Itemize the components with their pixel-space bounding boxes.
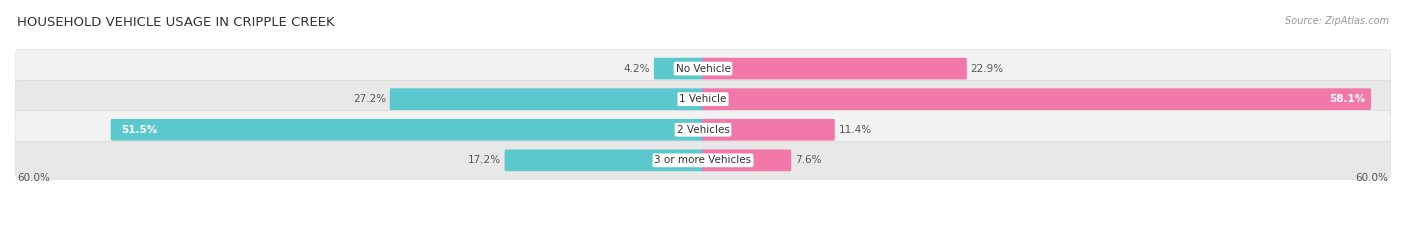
Text: 60.0%: 60.0%	[1355, 173, 1389, 183]
FancyBboxPatch shape	[702, 58, 967, 79]
Text: 51.5%: 51.5%	[121, 125, 157, 135]
FancyBboxPatch shape	[15, 50, 1391, 88]
FancyBboxPatch shape	[15, 111, 1391, 149]
Text: 4.2%: 4.2%	[624, 64, 650, 74]
FancyBboxPatch shape	[15, 141, 1391, 179]
FancyBboxPatch shape	[389, 88, 704, 110]
FancyBboxPatch shape	[702, 150, 792, 171]
FancyBboxPatch shape	[654, 58, 704, 79]
FancyBboxPatch shape	[111, 119, 704, 140]
Text: HOUSEHOLD VEHICLE USAGE IN CRIPPLE CREEK: HOUSEHOLD VEHICLE USAGE IN CRIPPLE CREEK	[17, 16, 335, 29]
FancyBboxPatch shape	[702, 88, 1371, 110]
FancyBboxPatch shape	[505, 150, 704, 171]
Text: 1 Vehicle: 1 Vehicle	[679, 94, 727, 104]
Text: No Vehicle: No Vehicle	[675, 64, 731, 74]
Text: 27.2%: 27.2%	[353, 94, 387, 104]
Text: 22.9%: 22.9%	[970, 64, 1004, 74]
FancyBboxPatch shape	[15, 80, 1391, 118]
Text: 3 or more Vehicles: 3 or more Vehicles	[654, 155, 752, 165]
FancyBboxPatch shape	[702, 119, 835, 140]
Text: 2 Vehicles: 2 Vehicles	[676, 125, 730, 135]
Text: 58.1%: 58.1%	[1329, 94, 1365, 104]
Text: 60.0%: 60.0%	[17, 173, 51, 183]
Text: 11.4%: 11.4%	[838, 125, 872, 135]
Text: 17.2%: 17.2%	[468, 155, 501, 165]
Text: Source: ZipAtlas.com: Source: ZipAtlas.com	[1285, 16, 1389, 26]
Text: 7.6%: 7.6%	[794, 155, 821, 165]
